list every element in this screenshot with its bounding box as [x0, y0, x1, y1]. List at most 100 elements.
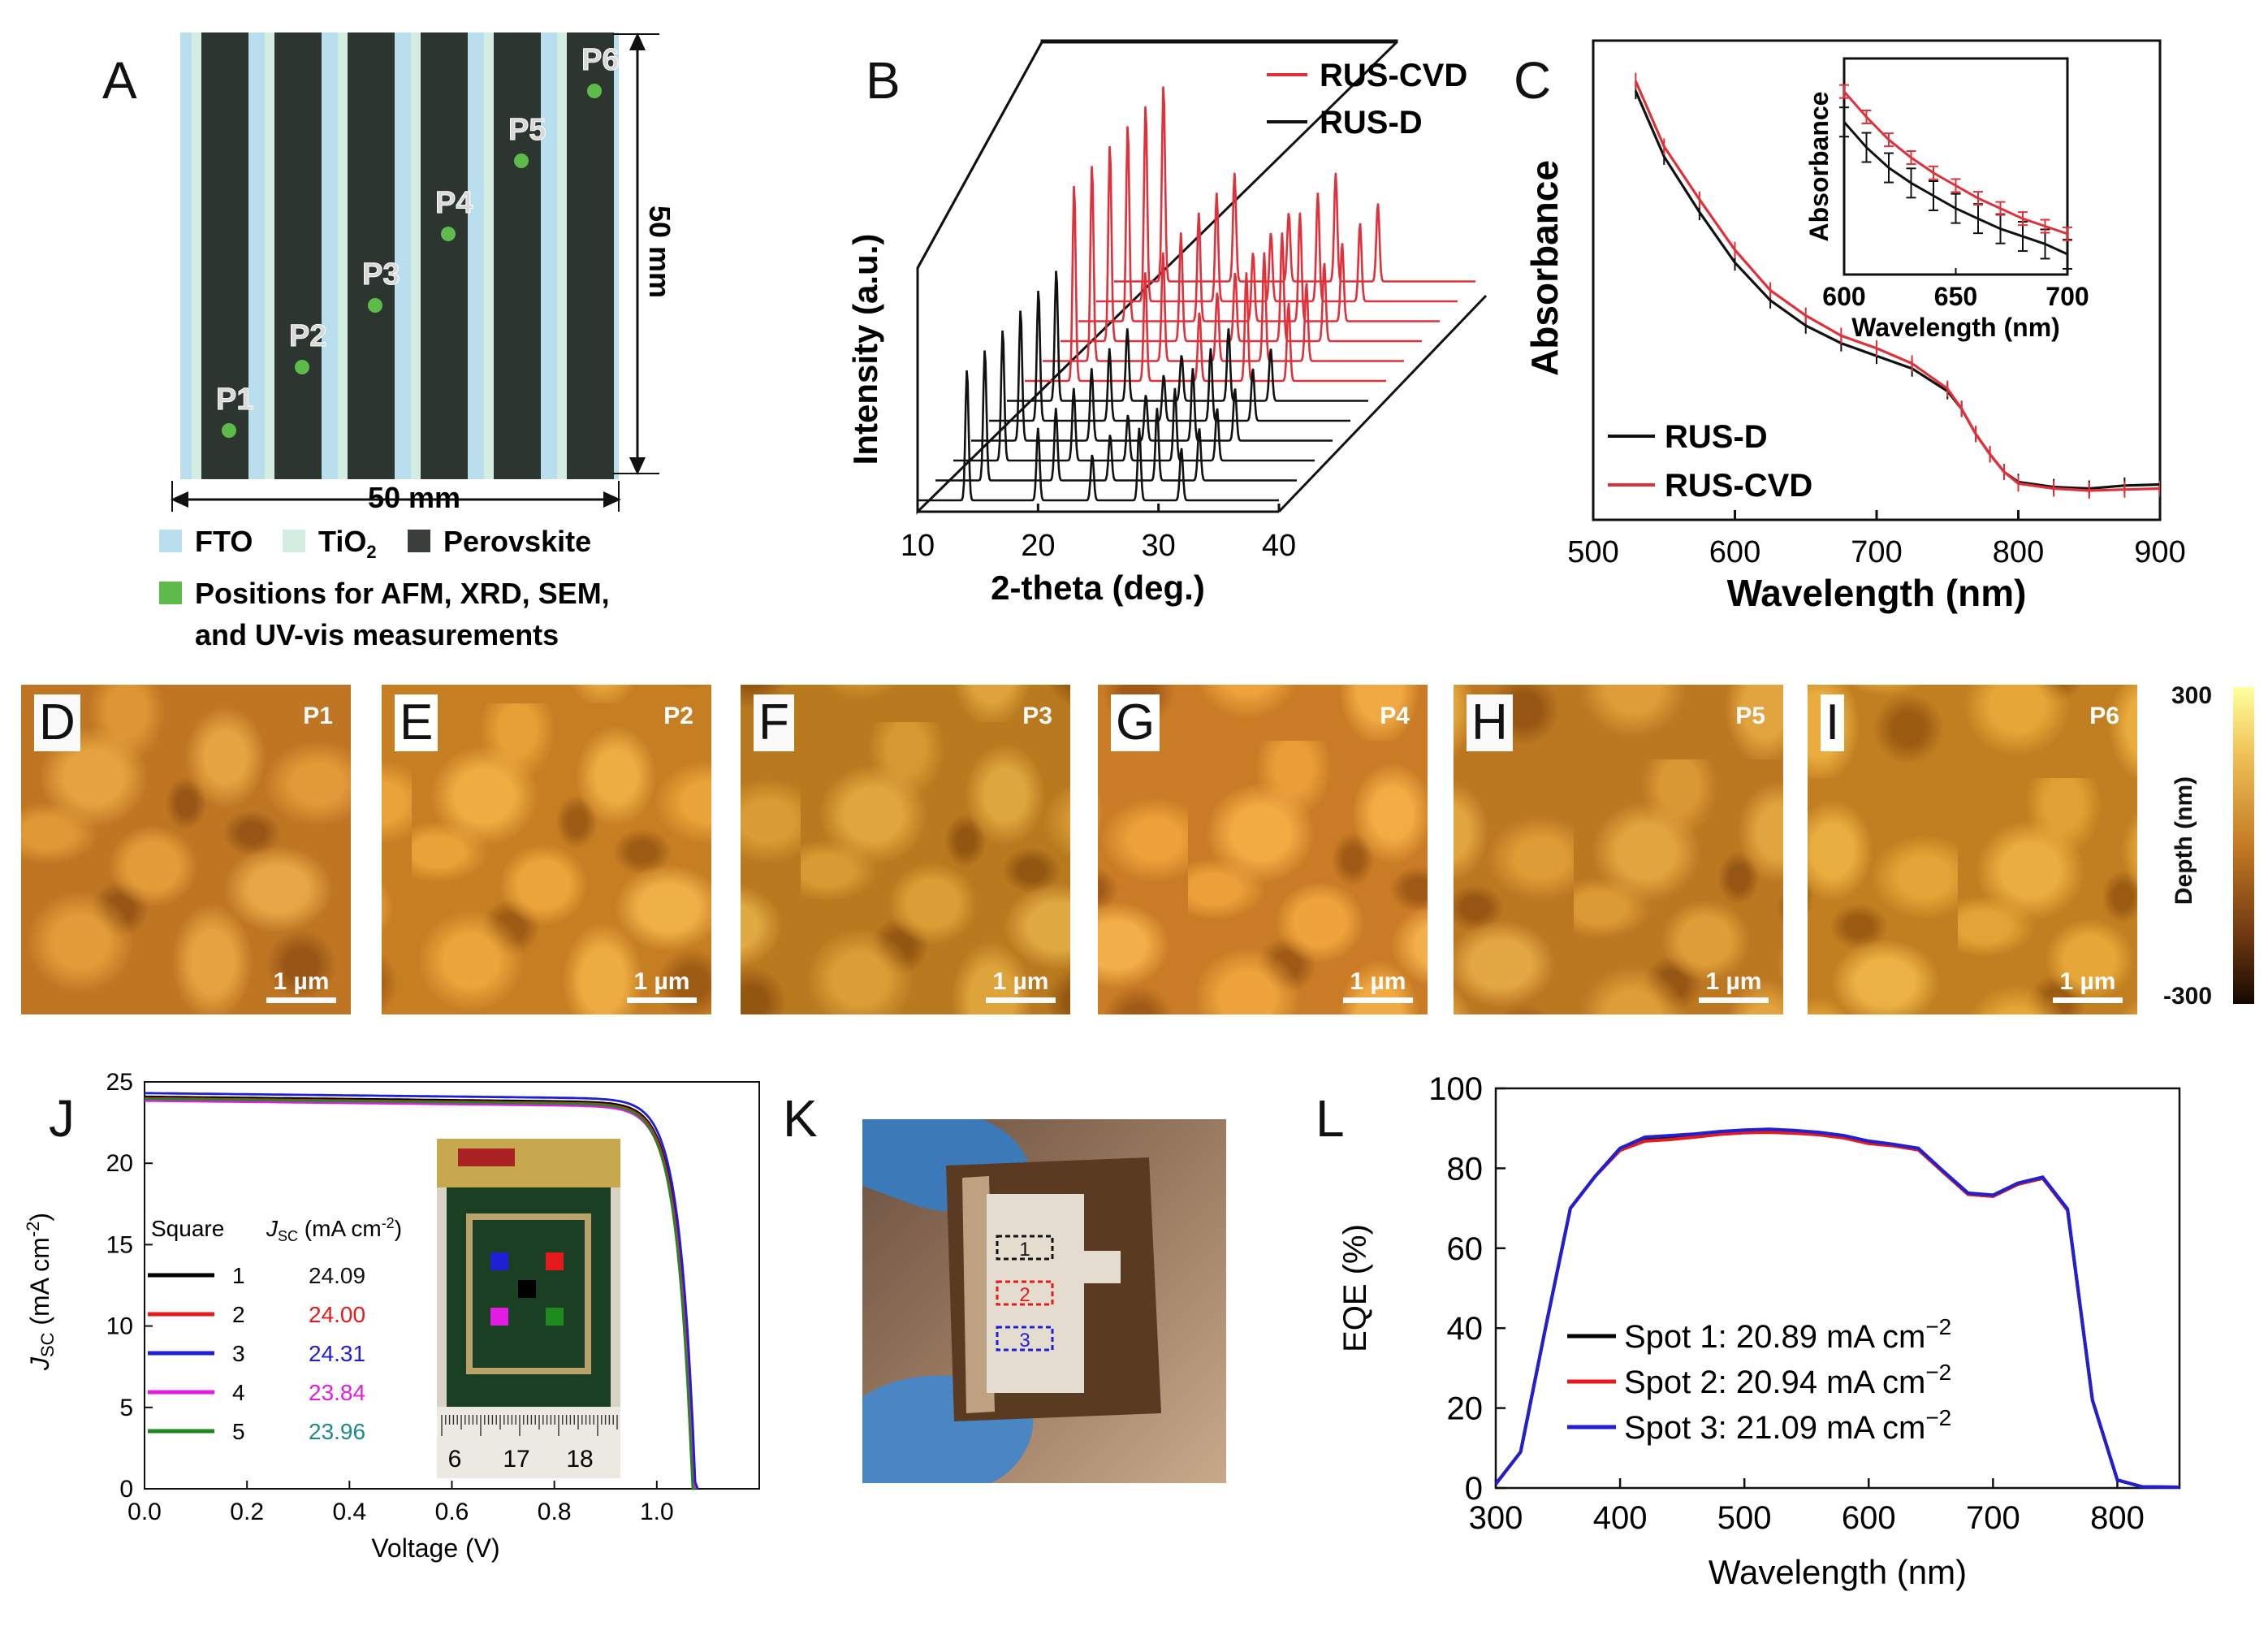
tick-label: 0	[1465, 1471, 1483, 1507]
perovskite-strip	[567, 32, 614, 479]
jv-curve	[144, 1099, 697, 1490]
legend-swatch-perovskite	[408, 530, 430, 552]
scale-bar: 1 µm	[1343, 968, 1413, 1003]
scale-bar: 1 µm	[1699, 968, 1769, 1003]
table-jsc-value: 24.00	[309, 1302, 365, 1327]
tick-label: 80	[1447, 1151, 1484, 1187]
tick-label: 30	[1142, 529, 1176, 563]
xrd-chart: 10 20 30 40 2-theta (deg.) Intensity (a.u.) RU…	[846, 39, 1488, 607]
dim-label-horizontal: 50 mm	[368, 481, 460, 514]
perovskite-strip	[201, 32, 248, 479]
legend-positions-line2: and UV-vis measurements	[195, 618, 559, 651]
afm-panel-label: D	[34, 694, 80, 751]
jv-curve	[144, 1092, 699, 1490]
table-square-number: 3	[232, 1341, 245, 1366]
perovskite-strip	[274, 32, 322, 479]
tick-label: 700	[1966, 1500, 2020, 1536]
panel-c: C 500 600 700 800 900 Wavelength (nm) Absorban…	[1510, 0, 2268, 650]
measurement-spot-box	[996, 1326, 1054, 1352]
tick-label: 20	[106, 1150, 133, 1177]
afm-position-label: P2	[663, 703, 693, 729]
position-label: P4	[435, 186, 473, 220]
tick-label: 800	[2090, 1500, 2145, 1536]
legend-entry: Spot 1: 20.89 mA cm−2	[1624, 1314, 1951, 1355]
panel-label-l: L	[1315, 1089, 1345, 1148]
axis-label-x: Wavelength (nm)	[1709, 1553, 1967, 1591]
afm-image: I P6 1 µm	[1808, 685, 2137, 1014]
xrd-trace-rus-cvd	[1043, 166, 1404, 362]
tick-label: 20	[1021, 529, 1055, 563]
ruler-label: 18	[566, 1446, 593, 1473]
scale-bar: 1 µm	[986, 968, 1056, 1003]
tick-label: 600	[1709, 535, 1760, 569]
tick-label: 1.0	[640, 1499, 674, 1525]
afm-image: D P1 1 µm	[21, 685, 351, 1014]
afm-panel-label: F	[754, 694, 794, 751]
scale-bar-label: 1 µm	[1350, 968, 1406, 995]
inset-tick-label: 700	[2046, 282, 2089, 311]
afm-panel-label: H	[1467, 694, 1513, 751]
tick-label: 900	[2134, 535, 2185, 569]
position-dot	[441, 227, 456, 241]
tick-label: 700	[1851, 535, 1902, 569]
xrd-trace-rus-cvd	[1096, 106, 1458, 303]
tick-label: 0.4	[332, 1499, 366, 1525]
afm-position-label: P3	[1022, 703, 1052, 729]
measurement-spot-number: 1	[1019, 1239, 1030, 1261]
tick-label: 800	[1993, 535, 2044, 569]
scale-bar-label: 1 µm	[2059, 968, 2116, 995]
tick-label: 0.8	[538, 1499, 572, 1525]
afm-image: E P2 1 µm	[382, 685, 711, 1014]
tick-label: 15	[106, 1231, 133, 1258]
scale-bar-label: 1 µm	[633, 968, 690, 995]
axis-label-y: EQE (%)	[1337, 1224, 1373, 1352]
legend-perovskite: Perovskite	[443, 525, 591, 558]
table-jsc-value: 24.09	[309, 1263, 365, 1288]
panel-label-c: C	[1514, 51, 1552, 110]
xrd-trace-rus-d	[935, 350, 1297, 482]
table-header-jsc: JSC (mA cm-2)	[266, 1215, 402, 1244]
measurement-spot-box	[996, 1235, 1054, 1261]
legend-entry: RUS-D	[1320, 105, 1423, 141]
position-label: P6	[581, 43, 619, 77]
eqe-chart: 300 400 500 600 700 800 0 20 40 60 80 100 Wavelength…	[1337, 1071, 2181, 1591]
tick-label: 40	[1262, 529, 1296, 563]
scale-bar-label: 1 µm	[1705, 968, 1762, 995]
legend-entry: Spot 3: 21.09 mA cm−2	[1624, 1405, 1951, 1446]
scale-bar-label: 1 µm	[273, 968, 330, 995]
legend-entry: Spot 2: 20.94 mA cm−2	[1624, 1360, 1951, 1400]
perovskite-strip	[494, 32, 541, 479]
colorbar-label: Depth (nm)	[2171, 776, 2197, 906]
table-header-square: Square	[151, 1216, 224, 1241]
xrd-trace-rus-cvd	[1078, 126, 1440, 322]
dim-label-vertical: 50 mm	[643, 205, 676, 298]
xrd-trace-rus-d	[953, 330, 1315, 462]
afm-panel-label: I	[1821, 694, 1845, 751]
tick-label: 100	[1428, 1071, 1483, 1107]
measurement-spot-number: 2	[1019, 1284, 1030, 1306]
tick-label: 10	[901, 529, 935, 563]
panel-label-b: B	[866, 51, 901, 110]
tick-label: 500	[1717, 1500, 1772, 1536]
jv-curve	[144, 1097, 696, 1490]
axis-label-y: JSC (mA cm-2)	[23, 1213, 58, 1371]
scale-bar: 1 µm	[627, 968, 697, 1003]
table-jsc-value: 23.96	[309, 1419, 365, 1444]
table-square-number: 2	[232, 1302, 245, 1327]
tick-label: 0	[119, 1476, 133, 1503]
scale-bar-label: 1 µm	[992, 968, 1049, 995]
xrd-trace-rus-cvd	[1025, 185, 1386, 383]
tick-label: 60	[1447, 1231, 1484, 1267]
tick-label: 0.6	[435, 1499, 469, 1525]
fto-substrate	[180, 32, 619, 479]
tick-label: 400	[1593, 1500, 1648, 1536]
scale-bar: 1 µm	[2053, 968, 2123, 1003]
afm-position-label: P5	[1735, 703, 1765, 729]
legend-swatch-positions	[159, 582, 182, 604]
panel-label-a: A	[102, 51, 137, 110]
legend-positions-line1: Positions for AFM, XRD, SEM,	[195, 577, 610, 610]
tick-label: 20	[1447, 1391, 1484, 1427]
table-jsc-value: 23.84	[309, 1380, 365, 1405]
panel-b: B 10 20 30 40 2-theta (deg.) Intensity (a.u.)…	[812, 0, 1510, 650]
